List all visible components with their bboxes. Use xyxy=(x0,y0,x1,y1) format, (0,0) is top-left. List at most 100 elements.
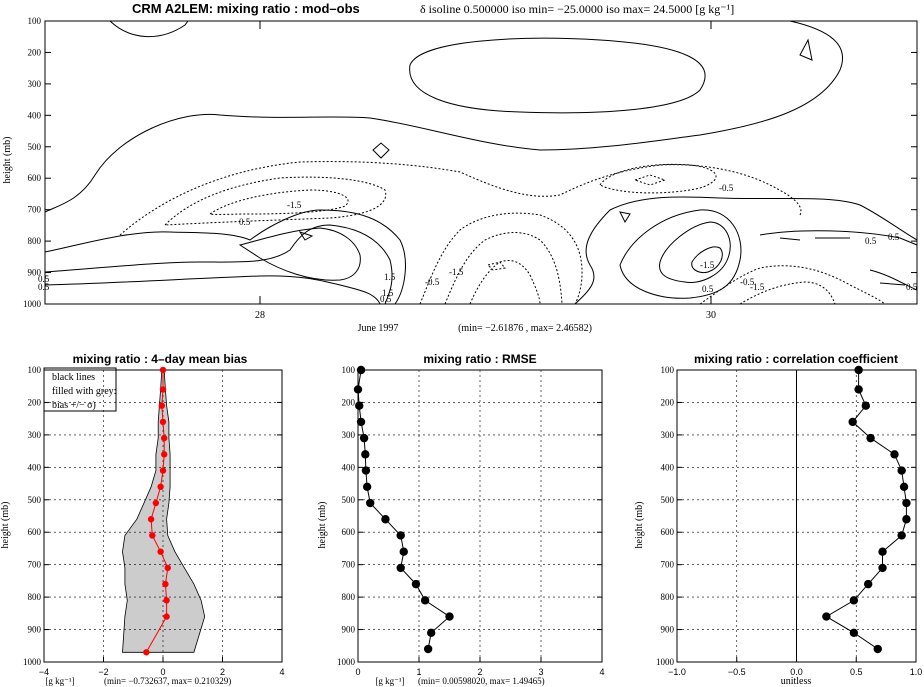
bias-xlabel: [g kg⁻¹] xyxy=(45,676,74,686)
rmse-ytick-label: 700 xyxy=(342,560,356,570)
rmse-point xyxy=(396,531,405,540)
rmse-ytick-label: 1000 xyxy=(337,657,356,667)
corr-series-line xyxy=(825,370,907,650)
contour-label-10: -0.5 xyxy=(719,183,734,193)
corr-ytick-label: 400 xyxy=(661,462,675,472)
contour-label-6: 0.5 xyxy=(38,274,50,284)
contour-xlabel: June 1997 xyxy=(358,323,399,334)
contour-ytick-label: 900 xyxy=(28,268,42,278)
bias-point xyxy=(147,516,155,523)
contour-label-14: -1.5 xyxy=(750,282,765,292)
bias-ytick-label: 800 xyxy=(28,592,42,602)
contour-label-5: -1.5 xyxy=(449,267,464,277)
bias-ylabel: height (mb) xyxy=(0,502,11,549)
rmse-point xyxy=(356,417,366,427)
contour-ytick-label: 1000 xyxy=(23,299,42,309)
contour-label-16: 0.5 xyxy=(888,232,900,242)
corr-xtick-label: −0.5 xyxy=(728,667,746,677)
corr-point xyxy=(849,628,859,637)
rmse-xtick-label: 2 xyxy=(477,667,482,677)
contour-ytick-label: 500 xyxy=(28,142,42,152)
bias-ytick-label: 700 xyxy=(28,560,42,570)
corr-panel: 100 200 300 400 500 600 700 800 900 1000−1.0 −0.5 0… xyxy=(656,365,922,677)
bias-ytick-label: 1000 xyxy=(23,657,42,667)
contour-lines-solid xyxy=(44,20,918,305)
corr-xlabel: unitless xyxy=(781,676,812,687)
contour-x-ticks: 28 30 xyxy=(255,21,716,321)
contour-ytick-label: 200 xyxy=(28,47,42,57)
corr-ytick-label: 300 xyxy=(661,430,675,440)
rmse-title: mixing ratio : RMSE xyxy=(423,352,536,366)
rmse-xtick-label: 1 xyxy=(416,667,421,677)
corr-point xyxy=(873,644,882,654)
rmse-series-line xyxy=(357,369,451,650)
legend-line-2: filled with grey: xyxy=(52,386,116,397)
corr-ytick-label: 900 xyxy=(661,625,675,635)
corr-xtick-label: 0.5 xyxy=(850,667,863,677)
bias-stats: (min= −0.732637, max= 0.210329) xyxy=(104,676,231,686)
bias-ytick-label: 600 xyxy=(28,527,42,537)
contour-lines-dashed xyxy=(119,161,886,305)
corr-point xyxy=(878,563,887,573)
corr-title: mixing ratio : correlation coefficient xyxy=(694,352,898,366)
contour-panel: CRM A2LEM: mixing ratio : mod–obs δ isol… xyxy=(2,1,918,334)
corr-ytick-label: 100 xyxy=(661,365,675,375)
bias-point xyxy=(162,580,169,588)
bias-point xyxy=(143,649,150,656)
rmse-point xyxy=(362,482,372,491)
contour-ytick-label: 100 xyxy=(28,16,42,26)
bias-point xyxy=(160,451,168,458)
corr-point xyxy=(890,450,899,459)
corr-ytick-label: 600 xyxy=(661,527,675,537)
rmse-stats: (min= 0.00598020, max= 1.49465) xyxy=(418,676,545,686)
contour-label-2: 0.5 xyxy=(239,217,251,227)
bias-xtick-label: 0 xyxy=(160,667,165,677)
bias-point xyxy=(163,597,170,604)
contour-label-9: 0.5 xyxy=(380,294,392,304)
bias-legend xyxy=(43,367,117,412)
bias-point xyxy=(163,613,170,620)
corr-point xyxy=(866,433,875,443)
rmse-xtick-label: 3 xyxy=(538,667,543,677)
bias-ytick-label: 500 xyxy=(28,495,42,505)
rmse-point xyxy=(396,563,405,573)
contour-ytick-label: 800 xyxy=(28,236,42,246)
contour-ytick-label: 400 xyxy=(28,110,42,120)
legend-line-3: bias +/− σ) xyxy=(52,400,96,411)
contour-label-17: 0.5 xyxy=(906,282,918,292)
contour-xtick-label: 30 xyxy=(706,310,716,321)
rmse-point xyxy=(353,385,363,394)
corr-ytick-label: 500 xyxy=(661,495,675,505)
corr-point xyxy=(902,515,911,524)
corr-ytick-label: 200 xyxy=(661,397,675,407)
corr-point xyxy=(897,466,906,475)
bias-point xyxy=(159,386,167,393)
bias-point xyxy=(157,548,164,555)
rmse-point xyxy=(359,433,369,443)
corr-ytick-label: 800 xyxy=(661,592,675,602)
contour-y-ticks: 100 200 300 400 500 600 700 800 900 1000 xyxy=(23,16,917,309)
bias-point xyxy=(157,483,164,490)
corr-point xyxy=(861,401,871,410)
bias-xtick-label: 4 xyxy=(279,667,284,677)
contour-ytick-label: 600 xyxy=(28,173,42,183)
contour-label-1: -1.5 xyxy=(287,200,302,210)
corr-xtick-label: 1.0 xyxy=(910,667,923,677)
corr-point xyxy=(878,547,887,556)
bias-std-band xyxy=(122,369,206,653)
bias-title: mixing ratio : 4–day mean bias xyxy=(73,352,248,366)
rmse-ylabel: height (mb) xyxy=(317,502,328,549)
rmse-point xyxy=(366,498,375,508)
rmse-point xyxy=(381,515,390,524)
contour-line-labels: -1.5 0.5 1.5 -0.5 -1.5 0.5 0.5 1.5 0.5 -… xyxy=(38,183,918,304)
rmse-ytick-label: 100 xyxy=(342,365,356,375)
bias-point xyxy=(149,532,156,539)
corr-point xyxy=(899,482,909,491)
rmse-ytick-label: 200 xyxy=(342,397,356,407)
bias-point xyxy=(159,366,167,374)
rmse-point xyxy=(427,628,436,637)
